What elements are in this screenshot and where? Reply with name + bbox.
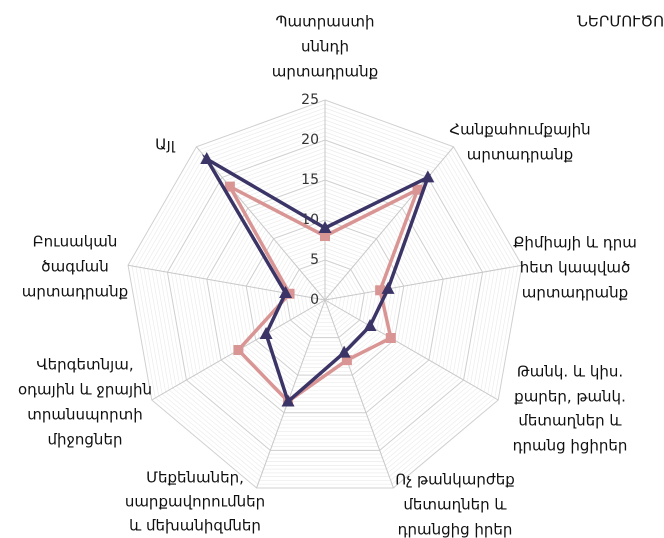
minor-grid <box>281 255 369 342</box>
spoke <box>324 299 499 401</box>
category-label: դրանց իցիրեր <box>513 437 628 455</box>
minor-grid <box>316 291 334 308</box>
minor-grid <box>226 199 424 395</box>
minor-grid <box>289 263 361 335</box>
minor-grid <box>304 279 346 320</box>
minor-grid <box>320 295 330 305</box>
minor-grid <box>214 187 436 406</box>
minor-grid <box>237 211 413 384</box>
minor-grid <box>277 251 373 346</box>
category-label: ծագման <box>41 258 108 276</box>
category-label: արտադրանք <box>467 146 573 164</box>
minor-grid <box>174 147 476 444</box>
minor-grid <box>273 247 377 350</box>
y-tick-label: 20 <box>301 132 319 148</box>
y-tick-label: 0 <box>310 292 319 308</box>
minor-grid <box>139 111 511 478</box>
minor-grid <box>198 171 452 421</box>
minor-grid <box>155 127 495 462</box>
minor-grid <box>210 183 440 410</box>
minor-grid <box>312 287 338 312</box>
minor-grid <box>143 115 507 474</box>
category-label: քարեր, թանկ. <box>514 388 626 406</box>
minor-grid <box>194 167 456 425</box>
category-label: Հանքահումքային <box>449 121 590 139</box>
marker <box>259 327 273 339</box>
chart-title: ՆԵՐՄՈՒԾՈՒ <box>577 13 664 31</box>
category-label: միջոցներ <box>48 431 123 449</box>
grid-ring <box>166 139 484 451</box>
grid-ring <box>127 99 523 489</box>
category-label: արտադրանք <box>522 284 628 302</box>
category-label: արտադրանք <box>272 63 378 81</box>
minor-grid <box>230 203 420 391</box>
marker <box>281 394 295 407</box>
spoke <box>196 146 326 301</box>
series-line <box>225 182 421 404</box>
marker <box>200 152 214 165</box>
minor-grid <box>190 163 460 429</box>
minor-grid <box>131 103 519 485</box>
category-label: Քիմիայի և դրա <box>513 234 637 252</box>
category-label: սարքավորումներ <box>125 493 265 511</box>
category-label: սննդի <box>301 38 349 56</box>
marker <box>381 281 395 294</box>
minor-grid <box>218 191 432 402</box>
minor-grid <box>241 215 409 380</box>
marker <box>233 345 244 355</box>
minor-grid <box>182 155 468 436</box>
category-label: դրանցից իրեր <box>398 521 513 538</box>
category-label: արտադրանք <box>22 283 128 301</box>
marker <box>375 285 386 296</box>
minor-grid <box>151 123 499 466</box>
minor-grid <box>222 195 428 399</box>
category-label: օդային և ջրային <box>18 381 152 399</box>
grid-ring <box>206 179 444 414</box>
category-label: Այլ <box>155 136 176 154</box>
spoke <box>324 299 394 489</box>
y-tick-label: 5 <box>310 252 319 268</box>
category-label: տրանսպորտի <box>27 406 142 424</box>
minor-grid <box>308 283 342 316</box>
grid-ring <box>285 259 365 339</box>
marker <box>363 319 377 331</box>
category-label: հետ կապված <box>520 259 631 277</box>
minor-grid <box>178 151 472 440</box>
y-tick-label: 15 <box>301 172 319 188</box>
marker <box>318 221 332 233</box>
category-label: Մեքենաներ, <box>146 469 244 487</box>
minor-grid <box>163 135 487 455</box>
marker <box>341 355 352 366</box>
marker <box>421 170 435 183</box>
minor-grid <box>202 175 448 417</box>
category-label: Թանկ. և կիս. <box>517 363 623 381</box>
spoke <box>324 264 523 301</box>
minor-grid <box>135 107 515 481</box>
y-tick-label: 25 <box>301 92 319 108</box>
marker <box>279 286 293 299</box>
marker <box>337 345 351 358</box>
category-label: և մեխանիզմներ <box>129 517 261 535</box>
minor-grid <box>147 119 503 470</box>
marker <box>385 333 396 343</box>
minor-grid <box>300 275 350 323</box>
marker <box>412 184 423 195</box>
minor-grid <box>297 271 353 327</box>
minor-grid <box>171 143 479 447</box>
minor-grid <box>186 159 464 432</box>
marker <box>320 231 330 241</box>
series-line <box>201 154 431 405</box>
category-label: Բուսական <box>33 233 118 251</box>
spoke <box>324 146 454 301</box>
spoke <box>256 299 326 489</box>
category-label: Պատրաստի <box>276 13 375 31</box>
minor-grid <box>159 131 491 459</box>
category-label: Վերգետնյա, <box>36 356 133 374</box>
category-label: մետաղներ և <box>403 496 507 514</box>
category-label: Ոչ թանկարժեք <box>395 471 515 489</box>
minor-grid <box>293 267 357 331</box>
category-label: մետաղներ և <box>518 412 622 430</box>
marker <box>224 181 235 192</box>
